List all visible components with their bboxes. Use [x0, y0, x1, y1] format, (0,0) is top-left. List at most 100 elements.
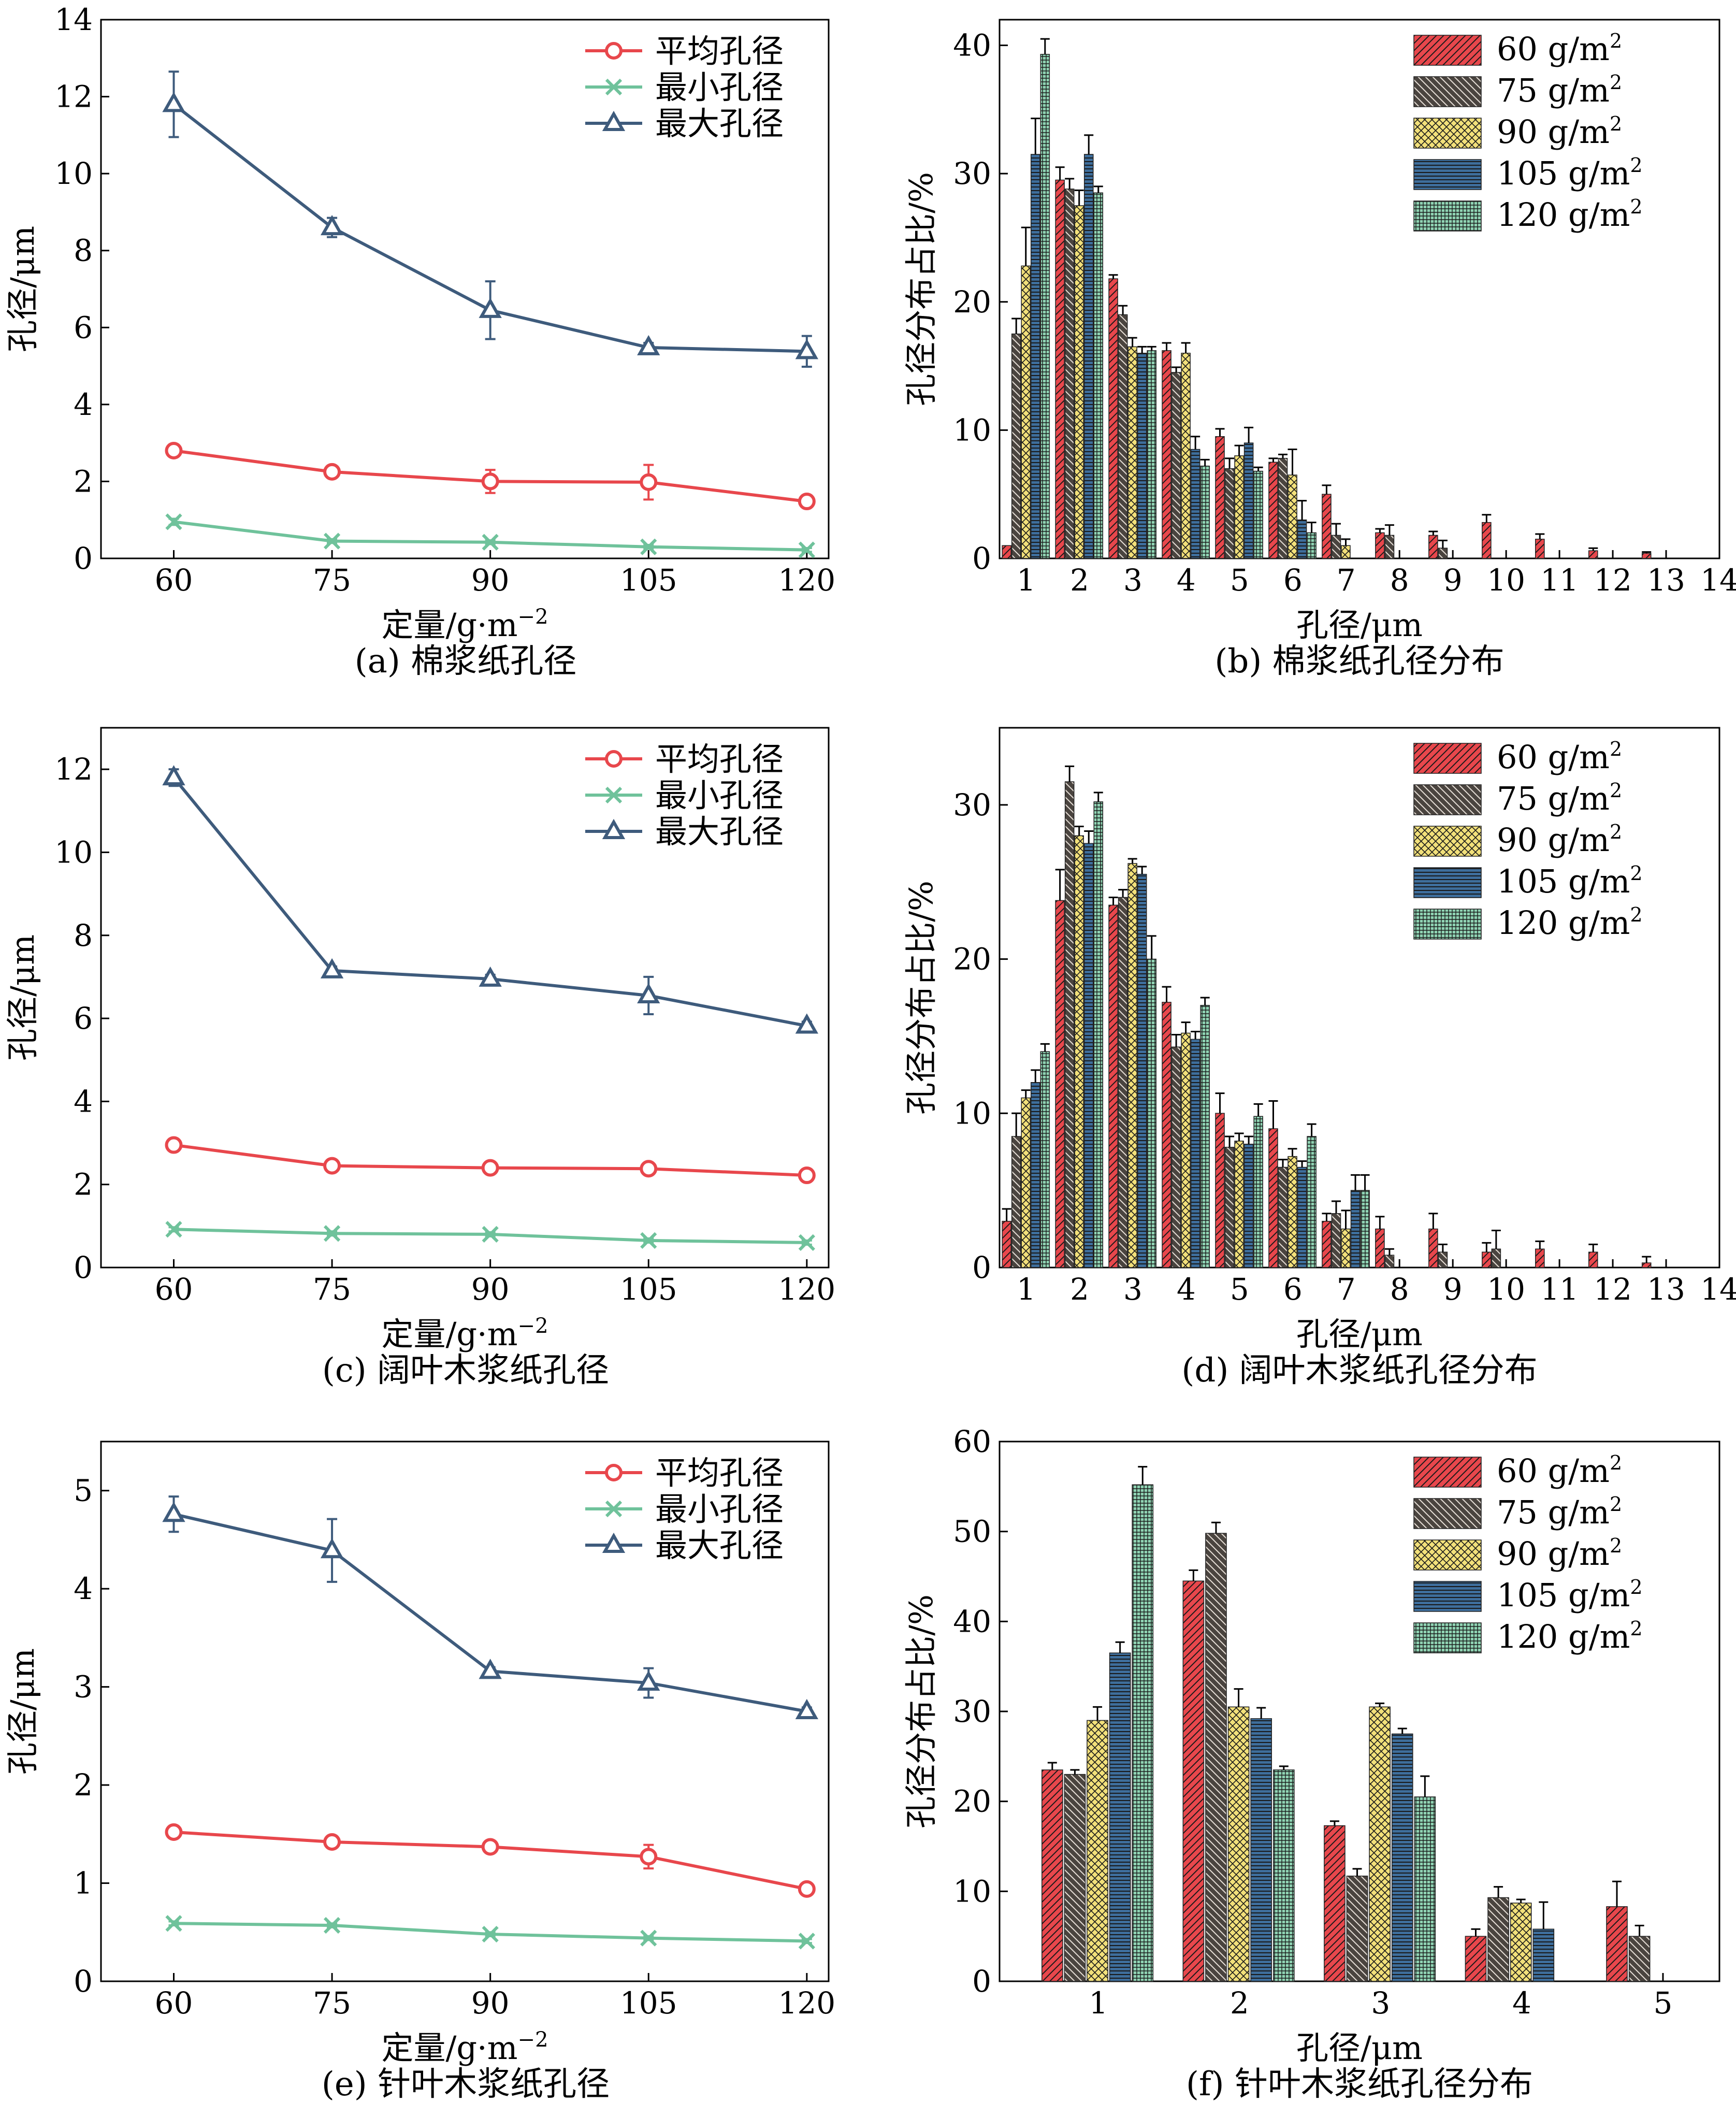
caption: (c) 阔叶木浆纸孔径: [322, 1351, 609, 1390]
error-bar: [1331, 1200, 1341, 1214]
bar: [1055, 179, 1065, 559]
legend-swatch: [1413, 200, 1482, 232]
error-bar: [1234, 1132, 1244, 1141]
legend-label: 平均孔径: [655, 740, 784, 778]
error-bar: [1287, 1148, 1297, 1157]
data-point: [165, 1136, 183, 1154]
x-tick-label: 12: [1594, 1272, 1632, 1307]
error-bar: [1428, 530, 1438, 536]
bar: [1384, 1255, 1395, 1268]
bar: [1109, 1652, 1131, 1982]
error-bar: [1612, 1880, 1622, 1907]
error-bar: [1055, 166, 1065, 180]
legend-label: 最大孔径: [655, 813, 784, 851]
data-point: [482, 1226, 499, 1243]
x-tick-label: 6: [1283, 1272, 1303, 1307]
y-tick-label: 10: [54, 156, 93, 191]
bar: [1341, 1228, 1351, 1268]
legend-label-text: 120 g/m: [1497, 196, 1630, 234]
series-0: [165, 1823, 816, 1898]
bar: [1287, 1156, 1297, 1268]
series-2: [162, 765, 818, 1034]
data-point: [605, 750, 623, 768]
x-tick-label: 3: [1123, 563, 1142, 598]
legend-swatch: [1413, 159, 1482, 190]
series-2: [1021, 826, 1351, 1268]
legend-swatch: [1413, 1622, 1482, 1653]
data-point: [605, 786, 623, 804]
error-bar: [1535, 533, 1545, 539]
bar: [1021, 265, 1031, 559]
error-bar: [1482, 1242, 1492, 1252]
x-tick-label: 1: [1017, 1272, 1036, 1307]
legend-label-text: 60 g/m: [1497, 30, 1610, 68]
error-bar: [1011, 1112, 1021, 1136]
legend-label: 最大孔径: [655, 1526, 784, 1564]
data-point: [479, 1659, 502, 1679]
data-point: [323, 1833, 341, 1851]
error-bar: [1074, 826, 1084, 836]
bar: [1606, 1906, 1628, 1982]
chart-c: 0 2 4 6 8 10 12 孔径/μm 60 75 90 105 120 平均孔径最小孔径最大孔径定量…: [4, 727, 835, 1390]
x-tick-label: 10: [1487, 1272, 1525, 1307]
x-axis-label: 定量/g·m−2: [381, 605, 548, 644]
error-bar: [1491, 1230, 1501, 1249]
error-bar: [1438, 539, 1448, 549]
data-point: [479, 297, 502, 318]
error-bar: [1375, 528, 1385, 533]
legend-label: 75 g/m2: [1497, 1493, 1622, 1531]
series-0: [1002, 869, 1652, 1268]
error-bar: [1360, 1174, 1370, 1191]
bar: [1588, 1251, 1598, 1268]
legend-label-text: 105 g/m: [1497, 154, 1630, 192]
error-bar: [1021, 1089, 1031, 1098]
error-bar: [1162, 986, 1171, 1002]
caption: (a) 棉浆纸孔径: [355, 642, 576, 681]
error-bar: [1031, 118, 1040, 154]
x-tick-label: 60: [155, 563, 193, 598]
x-tick-label: 105: [620, 1272, 677, 1307]
error-bar: [1047, 1762, 1057, 1770]
data-point: [481, 1159, 499, 1177]
error-bar: [1588, 547, 1598, 551]
y-tick-label: 50: [953, 1514, 991, 1549]
x-tick-label: 4: [1512, 1985, 1531, 2021]
bar: [1322, 494, 1332, 559]
x-axis-label-sup: −2: [518, 605, 548, 629]
error-bar: [1397, 1727, 1407, 1734]
y-tick-label: 10: [953, 412, 991, 448]
error-bar: [1494, 1886, 1503, 1898]
error-bar: [1268, 457, 1278, 463]
error-bar: [1420, 1775, 1430, 1797]
error-bar: [1147, 345, 1156, 351]
bar: [1011, 333, 1021, 559]
x-axis-label-sup: −2: [518, 2028, 548, 2052]
error-bar: [1516, 1898, 1526, 1903]
data-point: [795, 339, 818, 359]
bar: [1482, 1251, 1492, 1268]
bar: [1250, 1718, 1272, 1982]
bar: [1360, 1190, 1370, 1268]
bar: [1064, 1774, 1086, 1982]
error-bar: [1253, 466, 1263, 471]
bar: [1438, 548, 1448, 559]
legend-label: 90 g/m2: [1497, 820, 1622, 859]
x-tick-label: 7: [1337, 563, 1356, 598]
y-tick-label: 12: [54, 752, 93, 787]
bar: [1322, 1220, 1332, 1268]
legend-label-sup: 2: [1610, 1534, 1622, 1557]
series-3: [1030, 830, 1361, 1268]
x-tick-label: 9: [1443, 563, 1463, 598]
bar: [1181, 1032, 1191, 1268]
bar: [1350, 1190, 1361, 1268]
bar: [1253, 470, 1263, 559]
legend-label-text: 105 g/m: [1497, 1576, 1630, 1614]
legend-label: 平均孔径: [655, 1454, 784, 1492]
legend-swatch: [1413, 1539, 1482, 1571]
bar: [1181, 353, 1191, 559]
error-bar: [1093, 791, 1103, 802]
x-tick-label: 90: [471, 1985, 510, 2021]
